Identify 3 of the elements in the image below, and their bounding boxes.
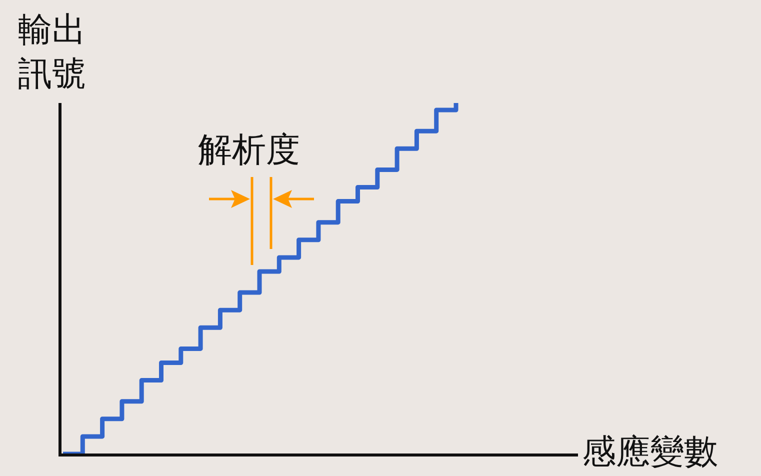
annotation: 解析度 [198, 130, 300, 170]
y-axis-title: 輸出訊號 [18, 9, 87, 96]
x-axis-title: 感應變數 [582, 432, 718, 472]
